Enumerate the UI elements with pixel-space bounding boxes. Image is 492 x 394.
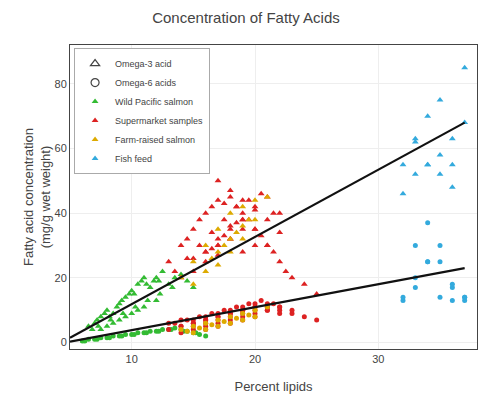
- svg-text:Supermarket samples: Supermarket samples: [115, 116, 203, 126]
- svg-text:80: 80: [55, 78, 67, 90]
- svg-text:Wild Pacific salmon: Wild Pacific salmon: [115, 97, 193, 107]
- svg-text:Percent lipids: Percent lipids: [234, 379, 313, 394]
- svg-text:40: 40: [55, 207, 67, 219]
- svg-text:20: 20: [55, 272, 67, 284]
- svg-text:10: 10: [126, 353, 138, 365]
- svg-text:Fatty acid concentration(mg/g: Fatty acid concentration(mg/g wet weight…: [21, 128, 53, 266]
- svg-text:Concentration of Fatty Acids: Concentration of Fatty Acids: [152, 9, 340, 26]
- svg-text:0: 0: [61, 336, 67, 348]
- svg-text:Omega-6 acids: Omega-6 acids: [115, 78, 177, 88]
- svg-text:Fish feed: Fish feed: [115, 154, 152, 164]
- svg-text:30: 30: [372, 353, 384, 365]
- svg-text:Farm-raised salmon: Farm-raised salmon: [115, 135, 195, 145]
- svg-text:60: 60: [55, 142, 67, 154]
- svg-text:20: 20: [249, 353, 261, 365]
- svg-text:Omega-3 acid: Omega-3 acid: [115, 59, 172, 69]
